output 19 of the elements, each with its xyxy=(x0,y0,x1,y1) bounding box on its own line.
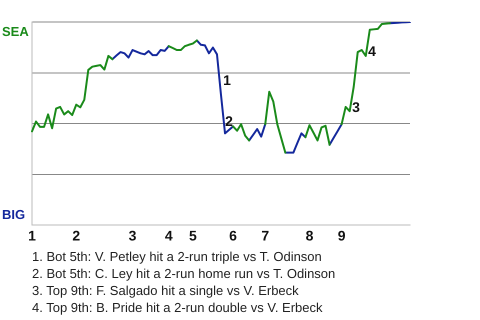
text: 2. Bot 5th: C. Ley hit a 2-run home run vs T. Odinson xyxy=(32,265,336,282)
text: 3. Top 9th: F. Salgado hit a single vs V. Erbeck xyxy=(32,282,300,299)
x-tick-label: 8 xyxy=(306,227,314,244)
text: BIG xyxy=(2,207,26,222)
x-tick-label: 4 xyxy=(164,227,173,244)
x-tick-label: 7 xyxy=(261,227,270,244)
x-tick-label: 5 xyxy=(188,227,197,244)
x-tick-label: 3 xyxy=(128,227,137,244)
annotation: 2 xyxy=(225,113,233,129)
text: SEA xyxy=(2,24,29,39)
text: 4. Top 9th: B. Pride hit a 2-run double vs V. Erbeck xyxy=(32,299,324,316)
x-tick-label: 9 xyxy=(338,227,346,244)
annotation: 3 xyxy=(352,99,360,115)
x-tick-label: 2 xyxy=(72,227,80,244)
x-tick-label: 6 xyxy=(229,227,238,244)
annotation: 4 xyxy=(368,43,376,59)
annotation: 1 xyxy=(223,72,231,88)
x-tick-label: 1 xyxy=(28,227,36,244)
text: 1. Bot 5th: V. Petley hit a 2-run triple vs T. Odinson xyxy=(32,248,323,265)
